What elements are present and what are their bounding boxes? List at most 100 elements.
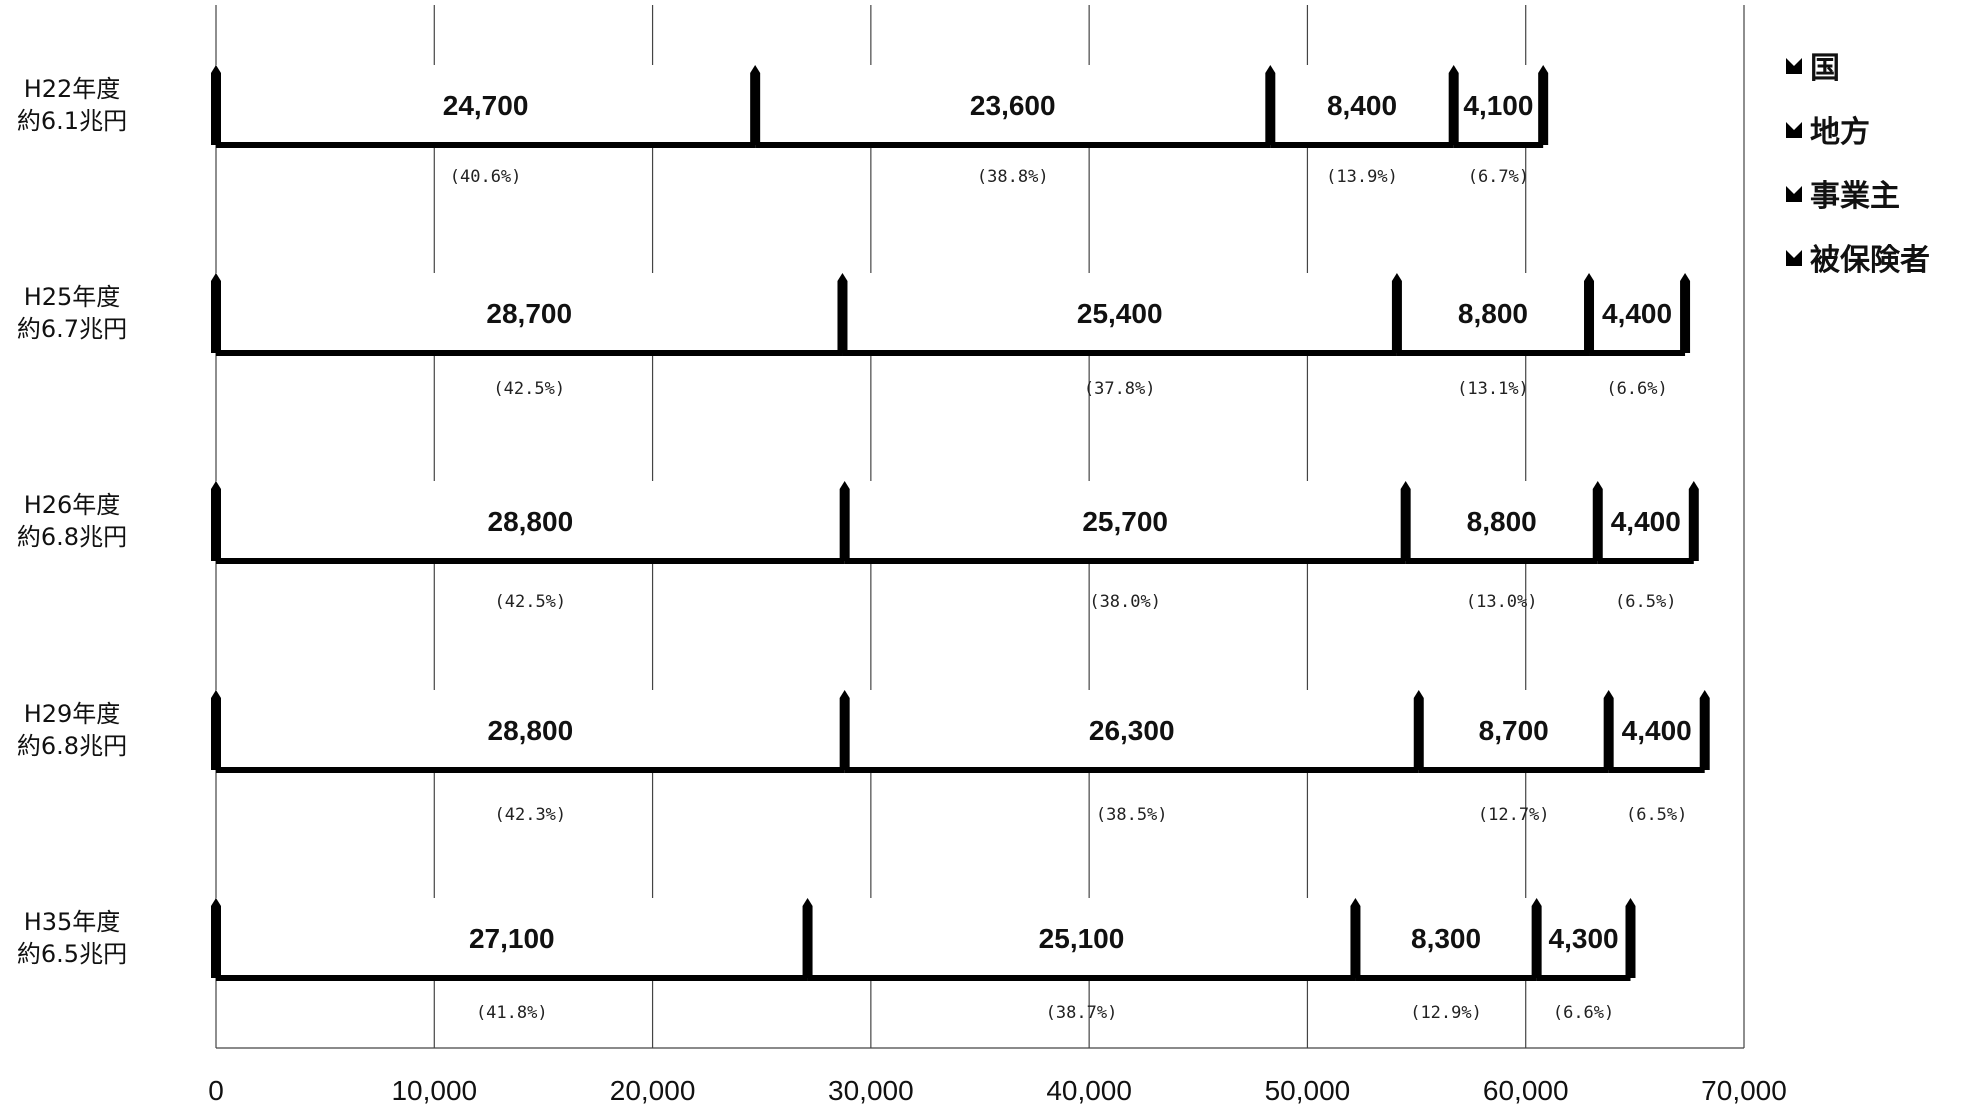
x-tick-label: 50,000 [1265, 1075, 1351, 1106]
bar-percent-label: (13.9%) [1326, 167, 1398, 187]
bar-value-label: 4,400 [1622, 715, 1692, 746]
bar-percent-label: (12.9%) [1410, 1003, 1482, 1023]
bar-segment [1536, 898, 1631, 978]
bar-percent-label: (12.7%) [1478, 805, 1550, 825]
bar-percent-label: (42.5%) [493, 379, 565, 399]
bar-value-label: 4,100 [1463, 90, 1533, 121]
bar-segment [1589, 273, 1686, 353]
bar-value-label: 23,600 [970, 90, 1056, 121]
bar-segment-divider [1531, 898, 1542, 978]
bar-value-label: 25,700 [1082, 506, 1168, 537]
bar-segment-divider [1584, 273, 1595, 353]
bar-value-label: 28,700 [486, 298, 572, 329]
bar-percent-label: (38.5%) [1096, 805, 1168, 825]
bar-segment-divider [1413, 690, 1424, 770]
bar-percent-label: (42.5%) [495, 592, 567, 612]
bar-segment-divider [837, 273, 848, 353]
bar-percent-label: (40.6%) [450, 167, 522, 187]
bar-segment-divider [1265, 65, 1276, 145]
bar-segment-divider [839, 481, 850, 561]
legend-marker-icon [1786, 122, 1802, 138]
bar-segment [1597, 481, 1694, 561]
category-label: H22年度 [24, 75, 121, 103]
bar-value-label: 8,700 [1479, 715, 1549, 746]
bar-segment-divider [211, 481, 221, 561]
category-label: 約6.5兆円 [17, 940, 127, 968]
bar-segment [1396, 273, 1590, 353]
bar-percent-label: (6.6%) [1606, 379, 1667, 399]
legend-label: 国 [1810, 51, 1840, 86]
x-tick-label: 10,000 [391, 1075, 477, 1106]
category-label: 約6.7兆円 [17, 315, 127, 343]
x-tick-label: 0 [208, 1075, 224, 1106]
bar-segment-divider [211, 898, 221, 978]
bar-segment-divider [750, 65, 761, 145]
bar-percent-label: (13.0%) [1466, 592, 1538, 612]
bar-value-label: 28,800 [488, 715, 574, 746]
bar-value-label: 25,400 [1077, 298, 1163, 329]
legend-label: 地方 [1810, 115, 1870, 150]
x-tick-label: 40,000 [1046, 1075, 1132, 1106]
bar-segment-divider [802, 898, 813, 978]
category-label: H25年度 [24, 283, 121, 311]
bar-value-label: 8,300 [1411, 923, 1481, 954]
category-label: 約6.1兆円 [17, 107, 127, 135]
category-label: H29年度 [24, 700, 121, 728]
bar-segment [1405, 481, 1598, 561]
bar-segment [216, 481, 845, 561]
bar-percent-label: (37.8%) [1084, 379, 1156, 399]
bar-segment [216, 898, 808, 978]
bar-segment [842, 273, 1397, 353]
bar-segment [216, 65, 756, 145]
bar-percent-label: (42.3%) [495, 805, 567, 825]
legend-label: 事業主 [1810, 179, 1900, 214]
bar-segment [1418, 690, 1609, 770]
bar-value-label: 4,300 [1549, 923, 1619, 954]
bar-segment-divider [1538, 65, 1549, 145]
bar-segment-divider [211, 690, 221, 770]
bar-segment-divider [1603, 690, 1614, 770]
bar-segment [807, 898, 1356, 978]
bar-segment [216, 690, 845, 770]
bar-segment-divider [1688, 481, 1699, 561]
bar-percent-label: (6.7%) [1468, 167, 1529, 187]
bar-percent-label: (38.0%) [1089, 592, 1161, 612]
category-label: 約6.8兆円 [17, 732, 127, 760]
bar-value-label: 8,400 [1327, 90, 1397, 121]
x-tick-label: 70,000 [1701, 1075, 1787, 1106]
legend-marker-icon [1786, 250, 1802, 266]
x-tick-label: 60,000 [1483, 1075, 1569, 1106]
bar-value-label: 24,700 [443, 90, 529, 121]
bar-percent-label: (6.5%) [1626, 805, 1687, 825]
bar-percent-label: (41.8%) [476, 1003, 548, 1023]
bar-segment [1270, 65, 1454, 145]
bar-percent-label: (38.8%) [977, 167, 1049, 187]
bar-segment-divider [1699, 690, 1710, 770]
bar-value-label: 4,400 [1611, 506, 1681, 537]
bar-segment-divider [1391, 273, 1402, 353]
bar-segment [1453, 65, 1544, 145]
bar-segment [1608, 690, 1705, 770]
bar-value-label: 25,100 [1039, 923, 1125, 954]
bar-segment [844, 690, 1419, 770]
category-label: 約6.8兆円 [17, 523, 127, 551]
x-tick-label: 30,000 [828, 1075, 914, 1106]
legend-label: 被保険者 [1810, 243, 1930, 278]
bar-value-label: 4,400 [1602, 298, 1672, 329]
legend-marker-icon [1786, 58, 1802, 74]
bar-segment-divider [211, 273, 221, 353]
bar-segment-divider [1350, 898, 1361, 978]
bar-segment [216, 273, 843, 353]
bar-segment-divider [839, 690, 850, 770]
bar-value-label: 8,800 [1467, 506, 1537, 537]
bar-value-label: 8,800 [1458, 298, 1528, 329]
bar-segment [1355, 898, 1537, 978]
bar-segment-divider [211, 65, 221, 145]
bar-value-label: 28,800 [488, 506, 574, 537]
bar-segment [755, 65, 1271, 145]
bar-segment-divider [1592, 481, 1603, 561]
category-label: H35年度 [24, 908, 121, 936]
bar-segment-divider [1400, 481, 1411, 561]
